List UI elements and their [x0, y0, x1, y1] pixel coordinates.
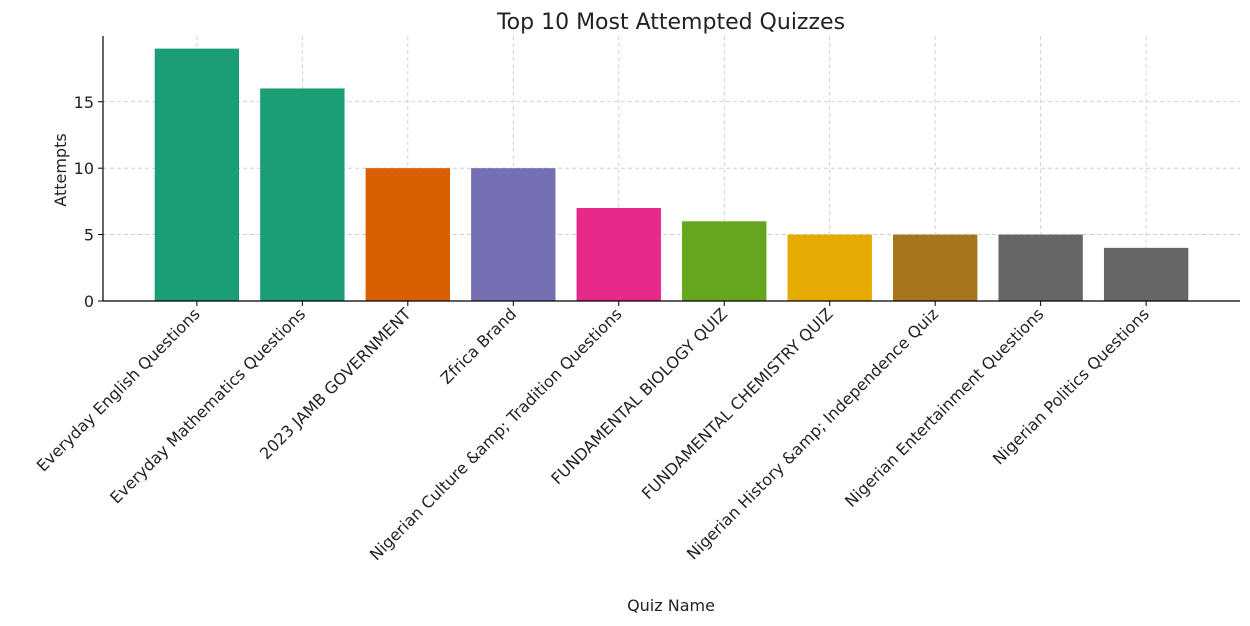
x-tick-label: Everyday Mathematics Questions: [106, 304, 309, 507]
y-tick-label: 10: [74, 159, 94, 178]
y-tick-label: 5: [84, 226, 94, 245]
bar: [576, 208, 661, 301]
x-axis-label: Quiz Name: [627, 596, 715, 615]
bar: [260, 88, 345, 301]
y-tick-label: 0: [84, 292, 94, 311]
bar: [787, 234, 872, 301]
x-tick-label: Zfrica Brand: [437, 304, 520, 387]
bar: [892, 234, 978, 301]
x-tick-label: FUNDAMENTAL BIOLOGY QUIZ: [547, 304, 731, 488]
bar: [471, 168, 556, 301]
y-axis-label: Attempts: [51, 133, 70, 206]
x-tick-label: FUNDAMENTAL CHEMISTRY QUIZ: [638, 304, 837, 503]
x-tick-label: Nigerian Entertainment Questions: [841, 304, 1047, 510]
x-tick-label: Everyday English Questions: [33, 304, 204, 475]
bar: [682, 221, 767, 301]
bar: [998, 234, 1083, 301]
bar: [365, 168, 451, 301]
bar: [1103, 247, 1189, 301]
y-tick-label: 15: [74, 93, 94, 112]
chart-title: Top 10 Most Attempted Quizzes: [496, 10, 845, 35]
bar: [154, 48, 240, 301]
